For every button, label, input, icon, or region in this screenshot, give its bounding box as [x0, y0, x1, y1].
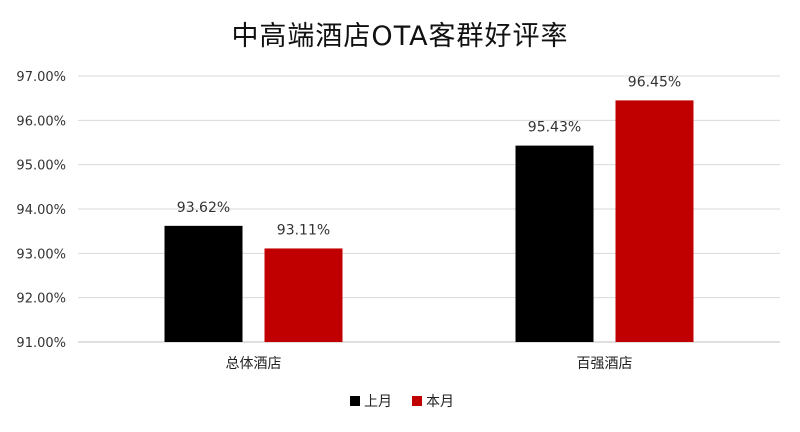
legend-label: 本月 — [426, 394, 454, 410]
data-label: 93.11% — [277, 222, 330, 238]
bar — [164, 225, 243, 342]
chart-title: 中高端酒店OTA客群好评率 — [231, 21, 569, 52]
data-label: 95.43% — [528, 120, 581, 136]
data-label: 93.62% — [177, 200, 230, 216]
data-label: 96.45% — [628, 74, 681, 90]
legend-swatch — [350, 396, 360, 406]
y-tick-label: 91.00% — [16, 336, 66, 351]
y-tick-label: 97.00% — [16, 70, 66, 85]
y-tick-label: 95.00% — [16, 159, 66, 174]
y-tick-label: 96.00% — [16, 114, 66, 129]
legend-swatch — [412, 396, 422, 406]
bar — [515, 145, 594, 342]
x-tick-label: 百强酒店 — [577, 356, 633, 372]
x-tick-label: 总体酒店 — [226, 356, 282, 372]
y-tick-label: 92.00% — [16, 292, 66, 307]
bar — [264, 248, 343, 342]
bar — [615, 100, 694, 342]
legend-label: 上月 — [364, 394, 392, 410]
y-tick-label: 94.00% — [16, 203, 66, 218]
y-tick-label: 93.00% — [16, 247, 66, 262]
